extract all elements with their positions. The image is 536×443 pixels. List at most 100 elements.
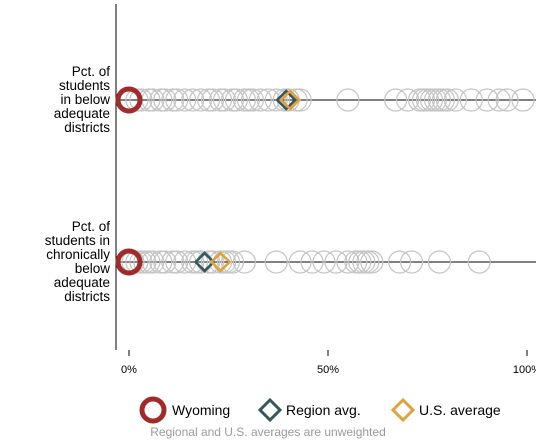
region-average-point [275, 89, 298, 111]
state-point [256, 88, 280, 112]
state-point [165, 250, 189, 274]
state-point [348, 250, 372, 274]
x-axis: 0% 50% 100% [121, 350, 536, 376]
state-point [415, 88, 440, 112]
state-point [388, 250, 412, 274]
us-average-point [279, 89, 302, 111]
state-point [212, 88, 237, 112]
row-label-line: Pct. of [71, 219, 110, 234]
legend-label-region: Region avg. [286, 402, 361, 418]
state-point [185, 250, 209, 274]
state-point [511, 88, 535, 112]
state-point [181, 250, 205, 274]
x-tick-label: 50% [317, 364, 339, 376]
state-point [129, 88, 153, 112]
row-label-line: Pct. of [71, 64, 110, 79]
state-point [208, 88, 233, 112]
state-point [125, 250, 149, 274]
highlight-state-point [115, 86, 143, 114]
red-circle-icon [139, 396, 167, 424]
row-label-line: chronically [46, 247, 110, 262]
highlight-state-point [115, 248, 143, 276]
state-point [181, 88, 205, 112]
state-point [264, 88, 288, 112]
state-point [352, 250, 376, 274]
plot-area [115, 86, 536, 276]
state-point [232, 250, 257, 274]
state-point [200, 250, 225, 274]
state-point [216, 250, 241, 274]
state-point [133, 250, 157, 274]
state-point [411, 88, 436, 112]
row-label-line: adequate [53, 106, 110, 121]
legend-item-region: Region avg. [258, 396, 361, 424]
state-point [125, 88, 149, 112]
state-point [149, 250, 173, 274]
legend-label-highlight: Wyoming [172, 402, 231, 418]
state-point [288, 88, 312, 112]
state-point [288, 250, 312, 274]
row-label-line: districts [64, 289, 110, 304]
x-tick-label: 100% [513, 364, 536, 376]
row-label-line: districts [64, 120, 110, 135]
state-point [312, 250, 336, 274]
state-point [236, 88, 260, 112]
row-label-2: Pct. of students in chronically below adequa… [0, 220, 110, 304]
state-point [459, 88, 483, 112]
state-point [197, 250, 221, 274]
state-point [165, 88, 189, 112]
row-label-line: students in [44, 233, 110, 248]
state-point [431, 88, 456, 112]
state-point [232, 88, 257, 112]
state-point [189, 88, 213, 112]
row-2 [115, 248, 536, 276]
state-point [129, 250, 153, 274]
orange-diamond-icon [391, 397, 415, 423]
row-label-line: adequate [53, 275, 110, 290]
state-point [396, 88, 420, 112]
chart-note: Regional and U.S. averages are unweighte… [150, 425, 386, 439]
state-point [475, 88, 499, 112]
state-point [220, 250, 245, 274]
state-point [427, 88, 452, 112]
state-point [384, 88, 408, 112]
state-point [161, 88, 185, 112]
region-average-point [193, 251, 216, 273]
state-point [208, 250, 233, 274]
state-point [264, 250, 288, 274]
state-point [443, 88, 467, 112]
state-point [495, 88, 519, 112]
state-point [173, 88, 197, 112]
state-point [161, 250, 185, 274]
state-point [324, 250, 348, 274]
state-point [153, 250, 177, 274]
state-point [407, 88, 432, 112]
state-point [344, 250, 368, 274]
row-label-line: below [74, 261, 110, 276]
legend-label-us: U.S. average [419, 402, 501, 418]
state-point [197, 88, 221, 112]
state-point [300, 250, 324, 274]
state-point [248, 88, 272, 112]
us-average-point [209, 251, 232, 273]
legend-item-highlight: Wyoming [138, 396, 230, 424]
state-point [399, 250, 424, 274]
row-label-line: in below [60, 92, 110, 107]
state-point [153, 88, 177, 112]
legend-item-us: U.S. average [391, 396, 501, 424]
state-point [284, 88, 308, 112]
state-point [427, 250, 452, 274]
state-point [487, 88, 511, 112]
legend: Wyoming Region avg. U.S. average [0, 396, 536, 424]
x-tick-label: 0% [121, 364, 137, 376]
teal-diamond-icon [258, 397, 282, 423]
state-point [240, 88, 264, 112]
state-point [356, 250, 380, 274]
state-point [467, 250, 491, 274]
state-point [220, 88, 245, 112]
state-point [336, 250, 360, 274]
state-point [336, 88, 360, 112]
state-point [360, 250, 384, 274]
state-point [423, 88, 448, 112]
